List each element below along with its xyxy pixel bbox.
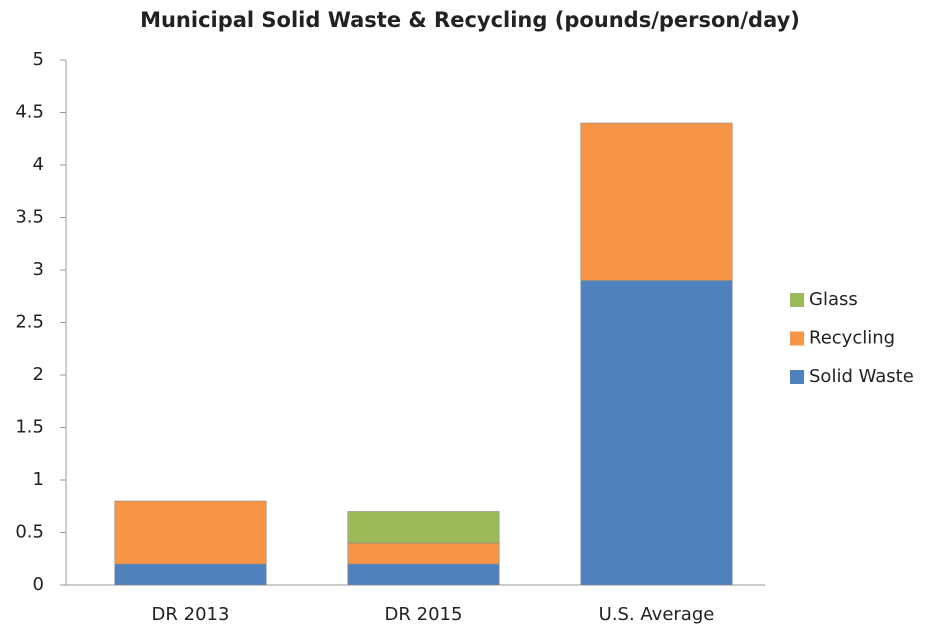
bar-segment [580,280,733,586]
bar-segment [347,542,500,565]
legend-label: Solid Waste [809,366,914,387]
bar-segment [347,511,500,544]
x-tick-label: U.S. Average [599,604,715,625]
legend-swatch [790,370,804,384]
bar-segment [114,563,267,586]
bar-segment [347,563,500,586]
y-tick-label: 4 [33,154,44,175]
bar-segment [114,500,267,565]
y-tick-label: 0 [33,574,44,595]
y-tick-label: 5 [33,49,44,70]
chart-title: Municipal Solid Waste & Recycling (pound… [140,8,800,32]
y-tick-label: 3 [33,259,44,280]
legend-label: Glass [809,289,858,310]
x-tick-label: DR 2013 [152,604,230,625]
bar-segment [580,122,733,281]
y-tick-label: 3.5 [15,207,44,228]
y-tick-label: 2 [33,364,44,385]
legend-swatch [790,331,804,346]
y-tick-label: 4.5 [15,102,44,123]
y-tick-label: 1 [33,469,44,490]
x-tick-label: DR 2015 [385,604,463,625]
y-tick-label: 2.5 [15,312,44,333]
legend-swatch [790,293,804,307]
y-tick-label: 1.5 [15,417,44,438]
legend-label: Recycling [809,328,895,349]
y-tick-label: 0.5 [15,522,44,543]
